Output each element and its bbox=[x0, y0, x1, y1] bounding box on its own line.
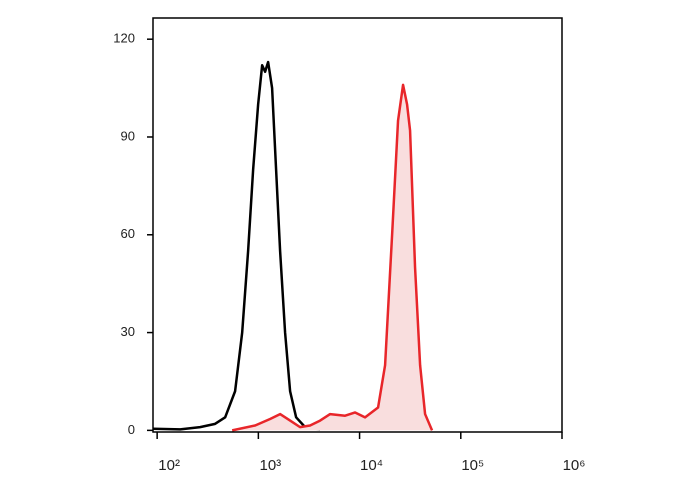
x-tick-label: 10⁶ bbox=[563, 457, 586, 474]
plot-frame bbox=[152, 17, 563, 433]
series-line bbox=[231, 83, 434, 432]
y-tick-label: 30 bbox=[121, 324, 135, 339]
x-tick-label: 10³ bbox=[260, 457, 282, 474]
x-tick-label: 10² bbox=[158, 457, 180, 474]
series-line bbox=[152, 60, 321, 431]
series-area bbox=[232, 84, 433, 431]
y-tick-label: 90 bbox=[121, 128, 135, 143]
y-tick-label: 0 bbox=[128, 422, 135, 437]
y-tick-label: 60 bbox=[121, 226, 135, 241]
x-tick-label: 10⁴ bbox=[360, 457, 383, 474]
x-tick-label: 10⁵ bbox=[461, 457, 484, 474]
y-tick-label: 120 bbox=[113, 31, 135, 46]
